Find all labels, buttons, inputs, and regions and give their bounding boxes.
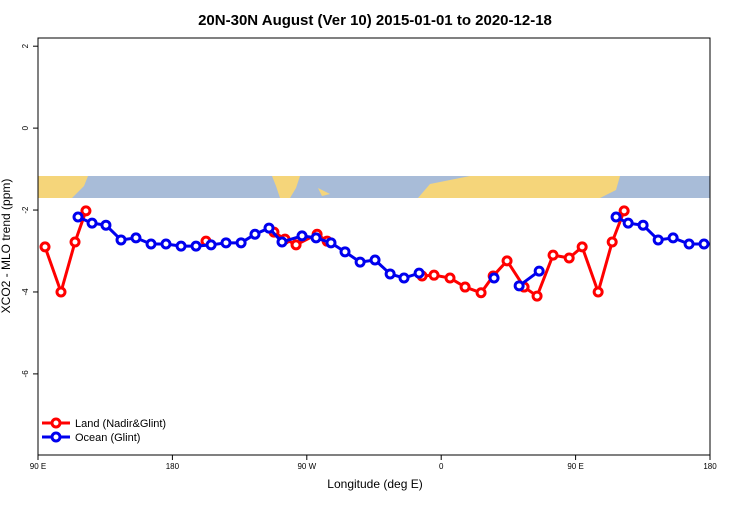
data-point — [683, 238, 695, 250]
data-point — [475, 287, 487, 299]
legend-label: Ocean (Glint) — [75, 432, 140, 444]
plot-frame — [37, 37, 711, 456]
data-point — [263, 222, 275, 234]
x-tick-label: 90 E — [30, 462, 46, 471]
data-point — [501, 255, 513, 267]
legend-marker — [50, 417, 62, 429]
data-point — [652, 234, 664, 246]
data-point — [190, 240, 202, 252]
data-point — [384, 268, 396, 280]
data-point — [130, 232, 142, 244]
y-axis-label: XCO2 - MLO trend (ppm) — [0, 179, 13, 314]
data-point — [235, 237, 247, 249]
data-point — [576, 241, 588, 253]
data-point — [69, 236, 81, 248]
x-tick-label: 90 W — [297, 462, 316, 471]
chart-title: 20N-30N August (Ver 10) 2015-01-01 to 20… — [198, 12, 552, 29]
data-point — [413, 267, 425, 279]
y-tick-label: 2 — [21, 43, 30, 48]
data-point — [86, 217, 98, 229]
data-point — [622, 217, 634, 229]
data-point — [55, 286, 67, 298]
data-point — [488, 272, 500, 284]
data-point — [618, 205, 630, 217]
data-point — [249, 228, 261, 240]
y-tick-label: 0 — [21, 125, 30, 130]
data-point — [398, 272, 410, 284]
data-point — [428, 269, 440, 281]
map-strip — [38, 176, 710, 198]
data-point — [637, 219, 649, 231]
data-point — [444, 272, 456, 284]
data-point — [72, 211, 84, 223]
data-point — [220, 237, 232, 249]
data-point — [290, 239, 302, 251]
data-point — [592, 286, 604, 298]
data-point — [610, 211, 622, 223]
legend: Land (Nadir&Glint) Ocean (Glint) — [42, 417, 166, 444]
data-point — [606, 236, 618, 248]
data-point — [369, 254, 381, 266]
data-point — [531, 290, 543, 302]
data-point — [100, 219, 112, 231]
data-point — [296, 230, 308, 242]
data-point — [160, 238, 172, 250]
data-point — [80, 205, 92, 217]
data-point — [276, 236, 288, 248]
series-line — [43, 210, 626, 299]
y-tick-label: -2 — [21, 206, 30, 214]
data-point — [325, 237, 337, 249]
data-point — [205, 239, 217, 251]
data-point — [698, 238, 710, 250]
data-point — [175, 240, 187, 252]
data-point — [145, 238, 157, 250]
y-tick-label: -4 — [21, 288, 30, 296]
x-tick-label: 180 — [166, 462, 180, 471]
data-point — [339, 246, 351, 258]
y-tick-label: -6 — [21, 370, 30, 378]
legend-marker — [50, 431, 62, 443]
x-tick-label: 180 — [703, 462, 717, 471]
data-point — [513, 280, 525, 292]
legend-label: Land (Nadir&Glint) — [75, 418, 166, 430]
data-point — [563, 252, 575, 264]
data-point — [533, 265, 545, 277]
data-point — [667, 232, 679, 244]
data-point — [354, 256, 366, 268]
data-point — [115, 234, 127, 246]
x-tick-label: 0 — [439, 462, 444, 471]
x-tick-label: 90 E — [567, 462, 583, 471]
data-point — [459, 281, 471, 293]
data-point — [310, 232, 322, 244]
data-point — [547, 249, 559, 261]
x-axis-label: Longitude (deg E) — [327, 477, 422, 491]
data-point — [39, 241, 51, 253]
